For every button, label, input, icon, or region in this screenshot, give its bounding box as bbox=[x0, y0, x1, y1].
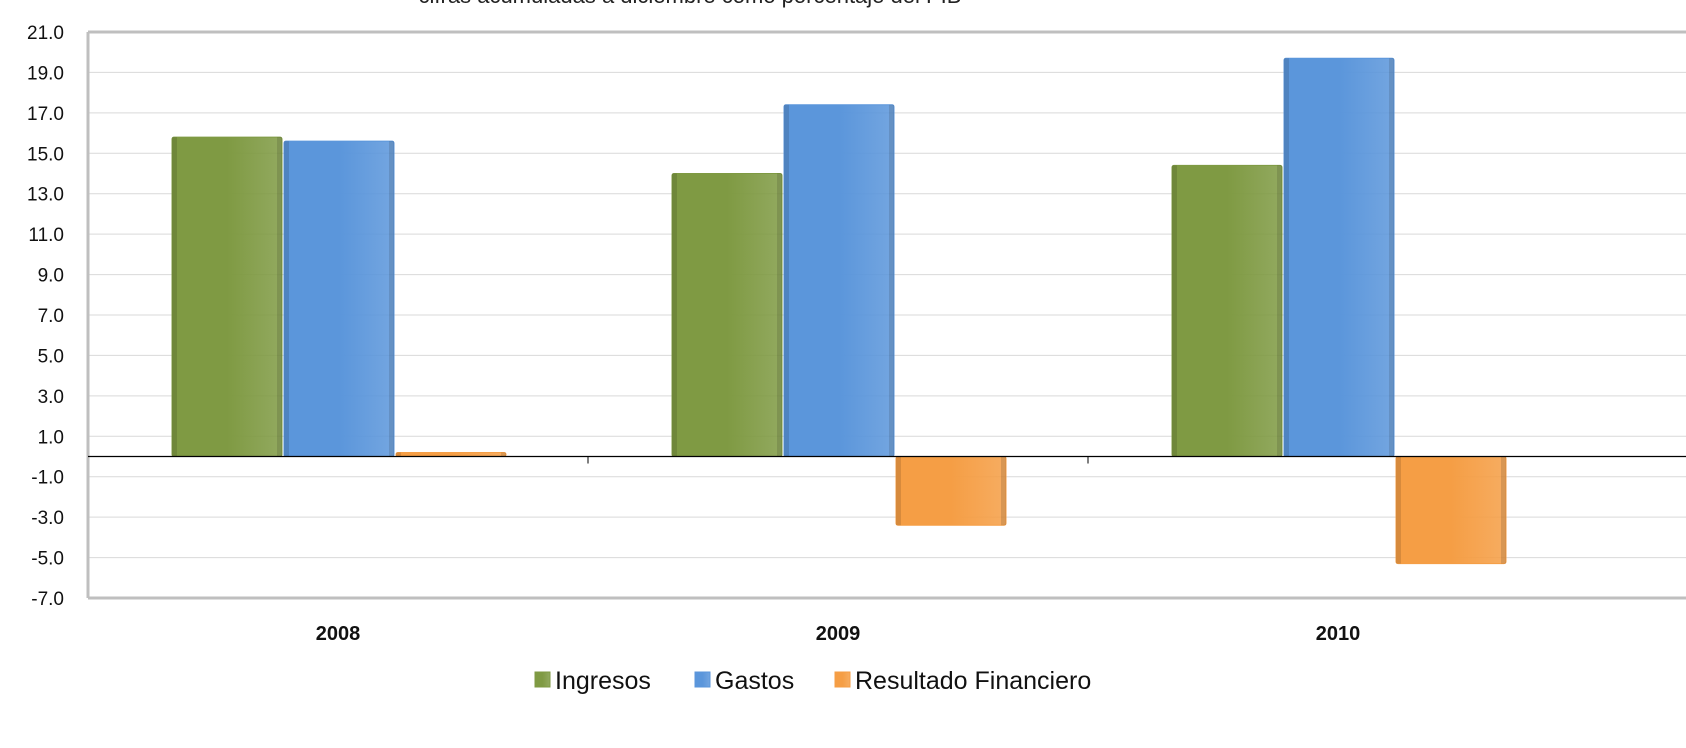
bar-edge-shade bbox=[389, 141, 394, 457]
bar-edge-shade bbox=[896, 456, 901, 526]
legend-swatch-resultado-financiero bbox=[834, 671, 851, 688]
bar-resultado-financiero-2010 bbox=[1395, 456, 1507, 565]
bar-edge-shade bbox=[1172, 165, 1177, 457]
bar-edge-shade bbox=[1501, 456, 1506, 564]
bar-edge-shade bbox=[1001, 456, 1006, 526]
chart-subtitle: cifras acumuladas a diciembre como porce… bbox=[419, 0, 962, 8]
y-tick-label: 17.0 bbox=[27, 104, 64, 125]
bar-edge-shade bbox=[1389, 58, 1394, 457]
y-tick-label: 11.0 bbox=[28, 225, 64, 246]
bar-edge-shade bbox=[1277, 165, 1282, 457]
y-tick-label: -5.0 bbox=[31, 549, 64, 570]
x-tick-label: 2010 bbox=[1316, 623, 1361, 645]
axes-layer: 21.0 19.0 17.0 15.0 13.0 11.0 9.0 7.0 5.0 3.0 1.0 -… bbox=[27, 23, 1686, 645]
bar-edge-shade bbox=[1396, 456, 1401, 564]
y-tick-label: 5.0 bbox=[38, 346, 64, 367]
bar-ingresos-2010 bbox=[1171, 164, 1283, 458]
y-tick-label: -7.0 bbox=[31, 589, 64, 610]
bar-ingresos-2008 bbox=[171, 136, 283, 457]
y-tick-label: -3.0 bbox=[31, 508, 64, 529]
y-tick-label: 3.0 bbox=[38, 387, 64, 408]
y-tick-label: 21.0 bbox=[27, 23, 64, 44]
legend-label: Gastos bbox=[715, 667, 794, 695]
y-tick-label: 7.0 bbox=[38, 306, 64, 327]
bar-edge-shade bbox=[889, 104, 894, 457]
y-tick-label: 1.0 bbox=[38, 427, 64, 448]
bars-layer bbox=[171, 57, 1507, 565]
x-tick-label: 2009 bbox=[816, 623, 861, 645]
bar-edge-shade bbox=[1284, 58, 1289, 457]
y-tick-label: 9.0 bbox=[38, 266, 64, 287]
bar-edge-shade bbox=[672, 173, 677, 457]
legend: Ingresos Gastos Resultado Financiero bbox=[534, 667, 1091, 695]
bar-resultado-financiero-2008 bbox=[395, 451, 507, 458]
legend-label: Resultado Financiero bbox=[855, 667, 1091, 695]
y-tick-label: 13.0 bbox=[27, 185, 64, 206]
legend-swatch-gastos bbox=[694, 671, 711, 688]
y-tick-label: 19.0 bbox=[27, 63, 64, 84]
bar-edge-shade bbox=[501, 452, 506, 457]
bar-edge-shade bbox=[277, 137, 282, 457]
bar-edge-shade bbox=[284, 141, 289, 457]
legend-swatch-ingresos bbox=[534, 671, 551, 688]
y-tick-label: 15.0 bbox=[27, 144, 64, 165]
bar-gastos-2008 bbox=[283, 140, 395, 458]
bar-resultado-financiero-2009 bbox=[895, 456, 1007, 526]
bar-gastos-2010 bbox=[1283, 57, 1395, 458]
bar-gastos-2009 bbox=[783, 104, 895, 458]
bar-edge-shade bbox=[172, 137, 177, 457]
bar-edge-shade bbox=[784, 104, 789, 457]
y-tick-label: -1.0 bbox=[31, 468, 64, 489]
legend-label: Ingresos bbox=[555, 667, 651, 695]
bar-ingresos-2009 bbox=[671, 173, 783, 457]
bar-edge-shade bbox=[777, 173, 782, 457]
bar-edge-shade bbox=[396, 452, 401, 457]
x-tick-label: 2008 bbox=[316, 623, 361, 645]
